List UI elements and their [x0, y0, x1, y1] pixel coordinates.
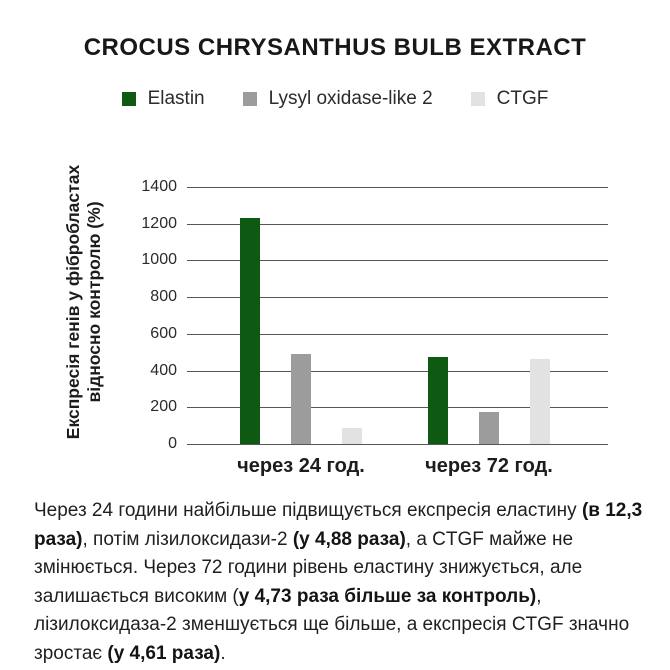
description-text: Через 24 години найбільше підвищується е…	[34, 497, 650, 668]
gridline	[187, 407, 608, 409]
gridline	[187, 444, 608, 445]
description-bold-segment: (у 4,61 раза)	[107, 642, 221, 664]
description-segment: .	[220, 642, 226, 664]
y-tick-label: 200	[150, 398, 177, 416]
bar-lysyl-oxidase-like-2	[291, 354, 311, 444]
gridline	[187, 370, 608, 372]
bar-ctgf	[342, 427, 362, 444]
description-bold-segment: (в 12,3 раза)	[34, 500, 643, 550]
y-tick-label: 400	[150, 361, 177, 379]
bar-elastin	[428, 357, 448, 444]
chart-legend: Elastin Lysyl oxidase-like 2 CTGF	[0, 88, 670, 110]
bar-lysyl-oxidase-like-2	[479, 411, 499, 444]
legend-label-lysyl-oxidase: Lysyl oxidase-like 2	[268, 88, 433, 109]
description-segment: , а CTGF майже не змінюється. Через 72 г…	[34, 528, 583, 607]
description-segment: , потім лізилоксидази-2	[82, 528, 293, 550]
y-tick-label: 1200	[141, 214, 177, 232]
chart-title: CROCUS CHRYSANTHUS BULB EXTRACT	[83, 34, 587, 61]
y-tick-label: 800	[150, 288, 177, 306]
y-tick-label: 1400	[141, 178, 177, 195]
gridline	[187, 223, 608, 225]
legend-item-ctgf: CTGF	[470, 88, 549, 110]
bar-elastin	[240, 218, 260, 444]
legend-item-elastin: Elastin	[121, 88, 205, 110]
gridline	[187, 260, 608, 262]
description-segment: Через 24 години найбільше підвищується е…	[34, 500, 582, 521]
y-tick-label: 600	[150, 324, 177, 342]
bar-ctgf	[530, 359, 550, 444]
gridline	[187, 187, 608, 188]
legend-label-ctgf: CTGF	[496, 88, 549, 109]
gridline	[187, 333, 608, 335]
bar-group	[428, 187, 550, 444]
description-bold-segment: у 4,73 раза більше за контроль)	[238, 585, 537, 607]
bar-group	[240, 187, 362, 444]
legend-item-lysyl-oxidase-like-2: Lysyl oxidase-like 2	[242, 88, 433, 110]
legend-label-elastin: Elastin	[147, 88, 205, 109]
elastin-swatch-icon	[121, 92, 136, 106]
ctgf-swatch-icon	[470, 92, 485, 106]
description-bold-segment: (у 4,88 раза)	[292, 528, 406, 550]
x-label-24h: через 24 год.	[237, 455, 365, 477]
description-segment: , лізилоксидаза-2 зменшується ще більше,…	[34, 585, 630, 664]
x-label-72h: через 72 год.	[425, 455, 553, 477]
y-tick-label: 0	[168, 435, 177, 452]
plot-area: 1400 1200 1000 800 600 400 200 0	[141, 178, 608, 452]
gridline	[187, 297, 608, 299]
y-axis-title-line1: Експресія генів у фібробластах	[63, 164, 83, 440]
y-axis-title: Експресія генів у фібробластах відносно …	[63, 132, 105, 472]
lysyl-oxidase-swatch-icon	[242, 92, 257, 106]
y-axis-title-line2: відносно контролю (%)	[84, 201, 104, 403]
y-tick-label: 1000	[141, 251, 177, 269]
